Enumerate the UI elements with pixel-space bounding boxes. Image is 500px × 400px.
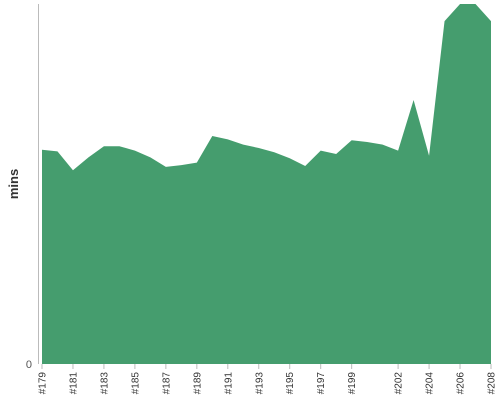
x-tick-label: #199: [347, 372, 358, 395]
x-tick-label: #204: [425, 372, 436, 395]
x-tick-label: #197: [316, 372, 327, 395]
y-tick-label: 0: [26, 359, 32, 371]
x-tick-label: #185: [130, 372, 141, 395]
x-tick-label: #195: [285, 372, 296, 395]
x-tick-label: #181: [68, 372, 79, 395]
x-tick-label: #179: [38, 372, 49, 395]
x-tick-label: #183: [99, 372, 110, 395]
x-axis-ticks: #179 #181 #183 #185 #187 #189 #191 #193 #195 #197…: [38, 364, 498, 394]
y-axis-label: mins: [6, 169, 21, 199]
x-tick-label: #187: [161, 372, 172, 395]
x-tick-label: #202: [394, 372, 405, 395]
x-tick-label: #193: [254, 372, 265, 395]
x-tick-label: #206: [456, 372, 467, 395]
area-series: [42, 4, 491, 364]
x-tick-label: #191: [223, 372, 234, 395]
x-tick-label: #208: [487, 372, 498, 395]
x-tick-label: #189: [192, 372, 203, 395]
